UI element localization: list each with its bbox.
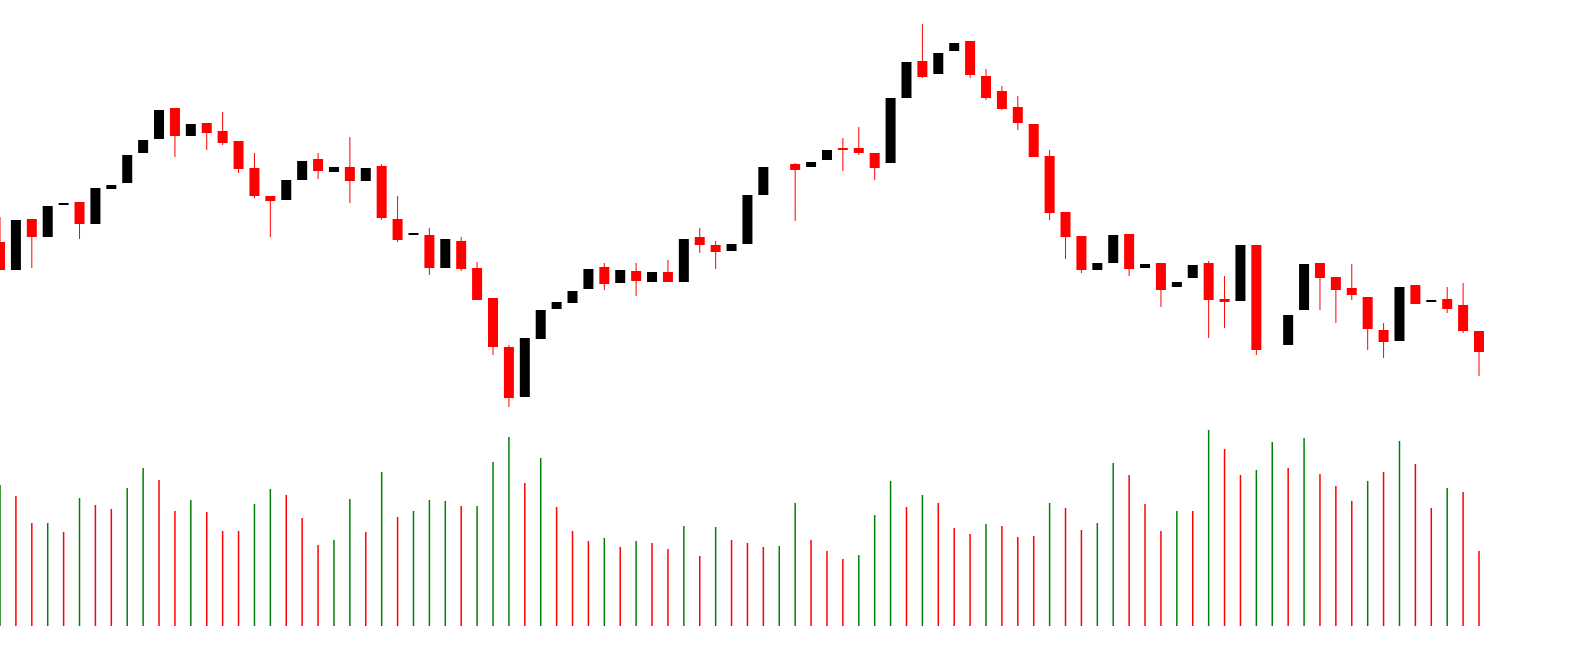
candle-body [1219,299,1230,302]
candle-body [917,61,928,77]
candle-body [138,140,149,153]
candle-body [806,162,817,167]
candle-body [58,203,69,205]
candle-body [265,196,276,201]
candle-body [869,153,880,168]
candle-body [567,291,578,303]
candle-body [1251,245,1262,350]
candle-body [933,53,944,74]
candle-body [615,270,626,283]
candle-body [837,148,848,150]
candle-body [1314,263,1325,278]
candle-body [42,206,53,237]
candle-body [1442,299,1453,309]
candle-body [1426,300,1437,302]
candle-body [1028,124,1039,157]
candle-body [472,268,483,300]
candle-body [535,310,546,339]
candle-body [981,76,991,98]
candle-body [249,168,260,196]
candle-body [281,180,292,200]
candle-body [1155,263,1166,290]
candle-body [853,148,864,153]
candle-body [1378,330,1389,342]
candle-body [201,123,212,133]
candle-body [1124,234,1135,269]
candle-body [313,159,324,171]
candle-body [551,302,562,309]
candle-body [1458,305,1469,331]
candle-body [599,267,610,284]
candle-body [488,298,498,347]
candle-body [344,167,355,181]
candle-body [949,43,960,51]
candle-body [1044,156,1055,213]
candle-body [1235,245,1246,301]
candle-body [0,242,5,270]
candle-body [901,62,912,98]
candle-body [1346,288,1357,295]
candle-body [885,98,896,163]
candle-body [154,110,165,139]
candle-body [758,167,769,195]
candle-body [519,338,530,397]
candle-body [217,131,228,143]
candle-body [965,41,976,75]
candle-body [1283,315,1294,345]
candle-body [456,241,467,269]
candle-body [1171,282,1182,287]
candle-body [424,235,435,268]
candle-body [10,220,21,270]
candle-body [122,155,133,183]
candle-body [821,150,832,160]
candle-body [1140,264,1151,268]
candle-body [710,245,721,252]
candle-body [790,164,801,170]
candle-body [408,233,419,235]
candle-body [1330,277,1341,290]
candle-body [74,202,85,224]
candle-body [662,272,673,282]
candle-body [503,347,514,398]
candle-body [106,185,117,189]
candle-body [1474,331,1484,352]
candle-body [742,195,753,244]
candle-body [169,108,180,136]
candle-body [1076,236,1087,270]
candle-body [1394,287,1405,341]
candle-body [1092,263,1103,270]
candle-body [185,124,196,136]
candle-body [1299,264,1310,310]
candle-body [1108,235,1119,263]
candle-body [1060,212,1071,237]
candle-body [90,188,101,224]
candle-body [1203,263,1214,300]
candle-body [376,166,387,218]
candle-body [631,271,642,281]
candle-body [1187,265,1198,278]
candle-body [440,239,451,268]
candle-body [328,167,339,172]
candle-body [360,168,371,181]
candle-body [233,141,244,169]
candle-body [678,239,689,282]
candle-body [1410,285,1421,304]
candle-body [1362,297,1373,329]
candle-body [694,237,705,245]
candle-body [726,244,737,251]
candle-body [996,91,1007,109]
candle-body [647,272,658,282]
candle-body [297,161,308,180]
candle-body [1012,107,1023,123]
candle-body [583,269,594,289]
candle-body [392,219,403,240]
candle-body [26,219,37,237]
